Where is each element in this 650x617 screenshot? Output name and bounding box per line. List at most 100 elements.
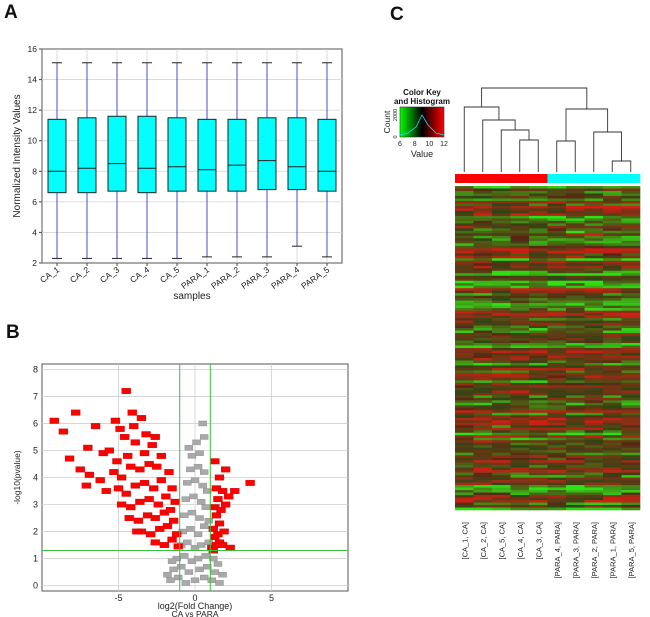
heatmap-cell xyxy=(510,497,530,501)
heatmap-cell xyxy=(547,425,567,429)
heatmap-cell xyxy=(621,285,641,289)
heatmap-cell xyxy=(510,290,530,294)
heatmap-cell xyxy=(584,190,604,194)
dendrogram-branch xyxy=(565,108,609,141)
heatmap-cell xyxy=(510,190,530,194)
heatmap-cell xyxy=(603,288,622,291)
heatmap-cell xyxy=(584,243,604,247)
heatmap-cell xyxy=(510,235,530,239)
heatmap-cell xyxy=(455,260,474,264)
point-not-significant xyxy=(167,558,177,564)
heatmap-cell xyxy=(510,243,530,247)
heatmap-cell xyxy=(547,387,567,391)
heatmap-cell xyxy=(455,362,474,366)
heatmap-cell xyxy=(621,465,641,468)
heatmap-cell xyxy=(584,303,604,306)
heatmap-cell xyxy=(529,305,548,309)
heatmap-cell xyxy=(492,268,511,272)
point-significant xyxy=(152,463,162,470)
heatmap-cell xyxy=(473,260,493,264)
heatmap-cell xyxy=(621,422,641,426)
heatmap-cell xyxy=(455,273,474,277)
color-key-tick-label: 8 xyxy=(413,141,417,148)
y-axis-title: Normalized Intensity Values xyxy=(12,94,23,217)
heatmap-cell xyxy=(566,270,585,274)
heatmap-cell xyxy=(529,420,548,424)
heatmap-cell xyxy=(603,362,622,366)
heatmap-cell xyxy=(529,412,548,416)
heatmap-cell xyxy=(492,452,511,456)
heatmap-cell xyxy=(603,495,622,498)
heatmap-cell xyxy=(529,270,548,274)
heatmap-cell xyxy=(455,480,474,483)
point-significant xyxy=(161,493,171,500)
heatmap-cell xyxy=(473,355,493,359)
heatmap-cell xyxy=(566,213,585,217)
heatmap-cell xyxy=(455,452,474,456)
heatmap-cell xyxy=(473,340,493,344)
heatmap-cell xyxy=(510,313,530,316)
heatmap-cell xyxy=(510,208,530,212)
heatmap-cell xyxy=(621,300,641,304)
heatmap-cell xyxy=(492,417,511,421)
heatmap-cell xyxy=(455,305,474,309)
dendrogram-branch xyxy=(593,131,622,172)
heatmap-cell xyxy=(492,280,511,284)
heatmap-cell xyxy=(584,472,604,476)
heatmap-cell xyxy=(566,467,585,471)
color-key-subtitle: and Histogram xyxy=(394,97,450,106)
point-significant xyxy=(112,458,122,465)
heatmap-cell xyxy=(566,490,585,493)
heatmap-cell xyxy=(603,407,622,411)
heatmap-cell xyxy=(547,330,567,334)
heatmap-cell xyxy=(510,195,530,199)
heatmap-cell xyxy=(584,380,604,384)
heatmap-cell xyxy=(603,470,622,473)
heatmap-cell xyxy=(455,255,474,259)
heatmap-cell xyxy=(621,290,641,294)
heatmap-cell xyxy=(621,475,641,478)
heatmap-cell xyxy=(510,507,530,511)
heatmap-cell xyxy=(529,505,548,508)
heatmap-cell xyxy=(603,380,622,384)
heatmap-cell xyxy=(603,430,622,434)
heatmap-cell xyxy=(473,300,493,304)
column-label: [CA_4, CA] xyxy=(516,522,525,560)
heatmap-cell xyxy=(566,248,585,252)
heatmap-cell xyxy=(603,507,622,511)
heatmap-cell xyxy=(603,328,622,331)
heatmap-cell xyxy=(547,497,567,501)
heatmap-cell xyxy=(455,195,474,199)
heatmap-cell xyxy=(584,445,604,448)
point-not-significant xyxy=(199,469,209,475)
heatmap-cell xyxy=(603,268,622,272)
point-significant xyxy=(214,474,225,481)
color-key-tick-label: 10 xyxy=(425,141,433,148)
heatmap-cell xyxy=(621,430,641,434)
heatmap-cell xyxy=(529,213,548,217)
heatmap-cell xyxy=(603,480,622,483)
heatmap-cell xyxy=(621,457,641,461)
heatmap-cell xyxy=(529,220,548,224)
point-not-significant xyxy=(195,515,204,521)
heatmap-cell xyxy=(455,465,474,468)
heatmap-cell xyxy=(566,315,585,319)
heatmap-cell xyxy=(455,205,474,209)
heatmap-cell xyxy=(621,485,641,488)
heatmap-cell xyxy=(510,410,530,414)
heatmap-cell xyxy=(584,410,604,414)
heatmap-cell xyxy=(455,437,474,441)
y-tick-label: 5 xyxy=(33,445,38,455)
heatmap-cell xyxy=(621,455,641,458)
dendrogram-branch xyxy=(556,140,576,172)
heatmap-cell xyxy=(492,283,511,286)
heatmap-cell xyxy=(529,293,548,296)
heatmap-cell xyxy=(566,465,585,468)
heatmap-cell xyxy=(603,387,622,391)
heatmap-cell xyxy=(584,405,604,409)
heatmap-cell xyxy=(566,233,585,237)
heatmap-cell xyxy=(529,427,548,431)
heatmap-cell xyxy=(584,338,604,341)
heatmap-cell xyxy=(603,375,622,379)
heatmap-cell xyxy=(621,505,641,508)
